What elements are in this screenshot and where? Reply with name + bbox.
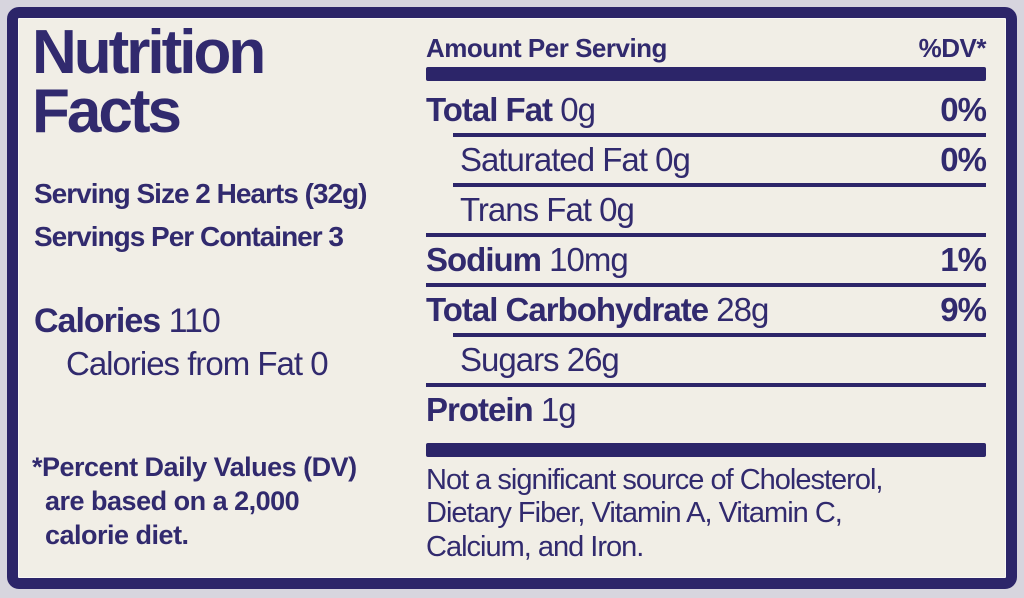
nutrient-name: Total Carbohydrate [426,291,709,328]
nutrition-facts-label: Nutrition Facts Serving Size 2 Hearts (3… [7,7,1017,589]
separator-thin [453,333,986,337]
serving-size-text: Serving Size 2 Hearts (32g) [34,178,367,209]
separator-thin [426,233,986,237]
amount-per-serving-label: Amount Per Serving [426,33,667,63]
nutrient-name: Saturated Fat [460,141,648,178]
nutrient-daily-value: 0% [940,141,987,178]
calories-label: Calories [34,302,161,340]
nutrient-row-saturated-fat: Saturated Fat 0g 0% [426,137,987,183]
nutrient-amount: 0g [646,141,691,178]
nutrient-amount: 26g [558,341,620,378]
nutrient-name: Trans Fat [460,191,592,228]
separator-thin [426,383,986,387]
nutrient-name: Total Fat [426,91,553,128]
label-left-column: Nutrition Facts Serving Size 2 Hearts (3… [32,18,417,578]
nutrient-amount: 28g [708,291,769,328]
nutrient-daily-value: 0% [940,91,987,128]
footnote-line-1: *Percent Daily Values (DV) [32,452,357,482]
nutrient-daily-value: 9% [940,291,987,328]
nutrient-amount: 1g [532,391,577,428]
daily-values-footnote: *Percent Daily Values (DV) are based on … [32,450,357,552]
nutrient-row-total-carbohydrate: Total Carbohydrate 28g 9% [426,287,987,333]
calories-value: 110 [168,302,221,340]
nutrient-amount: 0g [552,91,596,128]
title-line-2: Facts [32,76,182,146]
calories-from-fat-text: Calories from Fat 0 [66,345,329,383]
nutrient-name: Sodium [426,241,542,278]
nutrient-row-trans-fat: Trans Fat 0g [426,187,986,233]
separator-thick-bottom [426,443,986,457]
separator-thick-top [426,67,986,81]
percent-dv-header: %DV* [918,33,987,63]
nutrient-name: Sugars [460,341,560,378]
title-line-1: Nutrition [32,18,266,87]
serving-info: Serving Size 2 Hearts (32g) Servings Per… [34,172,367,259]
table-header: Amount Per Serving %DV* [426,33,987,66]
nutrient-row-protein: Protein 1g [426,387,986,433]
disclaimer-line-2: Dietary Fiber, Vitamin A, Vitamin C, [426,497,843,530]
disclaimer-line-1: Not a significant source of Cholesterol, [426,464,883,496]
label-title: Nutrition Facts [32,18,266,146]
disclaimer-line-3: Calcium, and Iron. [426,530,644,563]
nutrient-daily-value: 1% [940,241,987,278]
not-significant-source-disclaimer: Not a significant source of Cholesterol,… [426,464,986,564]
nutrient-amount: 0g [590,191,635,228]
nutrient-name: Protein [426,391,534,428]
footnote-line-2: are based on a 2,000 [45,486,300,517]
calories-info: Calories 110 Calories from Fat 0 [34,299,329,386]
nutrient-amount: 10mg [541,241,629,278]
servings-per-container-text: Servings Per Container 3 [34,221,344,253]
separator-thin [453,133,986,137]
label-right-column: Amount Per Serving %DV* Total Fat 0g 0% Sa… [426,33,987,564]
nutrient-row-sugars: Sugars 26g [426,337,986,383]
nutrient-row-sodium: Sodium 10mg 1% [426,237,987,283]
separator-thin [426,283,986,287]
calories-line: Calories 110 [34,299,328,343]
nutrient-rows: Total Fat 0g 0% Saturated Fat 0g 0% Trans Fa… [426,87,987,433]
nutrient-row-total-fat: Total Fat 0g 0% [426,87,987,133]
footnote-line-3: calorie diet. [45,520,189,551]
separator-thin [453,183,986,187]
